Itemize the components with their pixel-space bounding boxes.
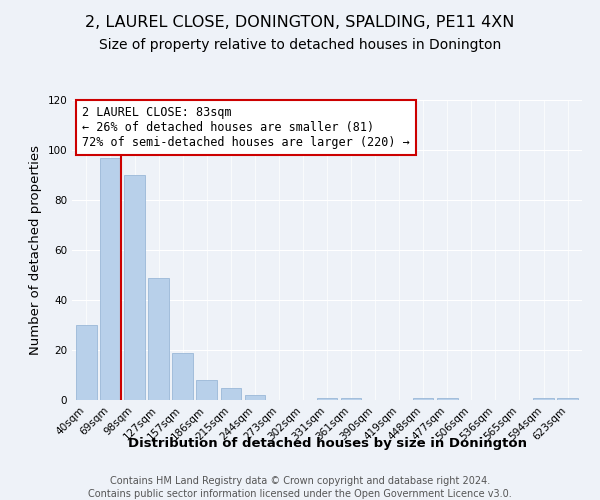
Bar [533,398,554,400]
Text: Contains HM Land Registry data © Crown copyright and database right 2024.: Contains HM Land Registry data © Crown c… [110,476,490,486]
Bar [221,388,241,400]
Bar [172,352,193,400]
Bar [76,325,97,400]
Bar [245,395,265,400]
Bar [437,398,458,400]
Text: Contains public sector information licensed under the Open Government Licence v3: Contains public sector information licen… [88,489,512,499]
Text: 2, LAUREL CLOSE, DONINGTON, SPALDING, PE11 4XN: 2, LAUREL CLOSE, DONINGTON, SPALDING, PE… [85,15,515,30]
Bar [317,398,337,400]
Bar [148,278,169,400]
Bar [413,398,433,400]
Bar [100,158,121,400]
Bar [341,398,361,400]
Y-axis label: Number of detached properties: Number of detached properties [29,145,42,355]
Bar [557,398,578,400]
Text: Distribution of detached houses by size in Donington: Distribution of detached houses by size … [128,438,527,450]
Bar [196,380,217,400]
Bar [124,175,145,400]
Text: Size of property relative to detached houses in Donington: Size of property relative to detached ho… [99,38,501,52]
Text: 2 LAUREL CLOSE: 83sqm
← 26% of detached houses are smaller (81)
72% of semi-deta: 2 LAUREL CLOSE: 83sqm ← 26% of detached … [82,106,410,149]
